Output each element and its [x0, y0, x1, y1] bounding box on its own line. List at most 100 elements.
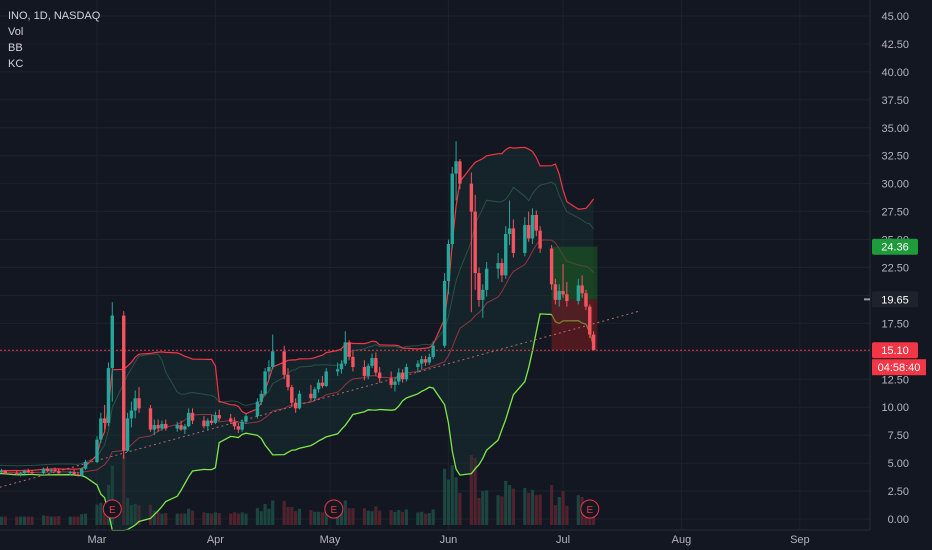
volume-bar [336, 511, 340, 525]
volume-bar [259, 511, 263, 525]
volume-bar [152, 510, 156, 525]
volume-bar [389, 510, 393, 525]
candle [397, 372, 401, 382]
volume-bar [473, 458, 477, 525]
y-tick-label: 40.00 [881, 67, 909, 79]
x-tick-label: Mar [88, 534, 107, 546]
countdown-bg [872, 359, 926, 376]
candle [152, 425, 156, 430]
volume-bar [125, 498, 130, 525]
volume-bar [83, 513, 88, 525]
volume-bar [565, 505, 569, 525]
volume-bar [232, 512, 237, 525]
candle [477, 273, 481, 300]
earnings-marker[interactable]: E [580, 499, 600, 519]
earnings-circle[interactable] [324, 499, 344, 519]
bollinger-fill [0, 147, 594, 531]
candle [320, 382, 325, 386]
earnings-label: E [331, 505, 338, 516]
volume-bar [458, 492, 462, 525]
candle [282, 351, 286, 375]
countdown-text: 04:58:40 [878, 362, 921, 374]
volume-bar [309, 510, 313, 525]
indicator-bb[interactable]: BB [8, 42, 23, 54]
candle [591, 334, 596, 351]
volume-bar [164, 513, 168, 525]
volume-bar [485, 490, 489, 525]
volume-bar [481, 491, 485, 525]
candle [290, 387, 294, 403]
volume-bar [99, 502, 103, 525]
y-tick-label: 12.50 [881, 374, 909, 386]
volume-bar [240, 512, 244, 525]
candle [183, 426, 187, 430]
price-axis[interactable] [870, 0, 932, 550]
volume-bar [427, 513, 431, 525]
candle [393, 381, 397, 385]
volume-bar [263, 504, 267, 525]
volume-bar [229, 513, 233, 525]
volume-bar [255, 508, 260, 525]
entry-price-badge[interactable]: 19.65 [872, 291, 918, 308]
volume-bar [110, 465, 114, 525]
volume-bar [416, 512, 420, 525]
symbol-title[interactable]: INO, 1D, NASDAQ [8, 10, 101, 22]
candle [442, 280, 447, 346]
volume-bar [362, 508, 366, 525]
indicator-kc[interactable]: KC [8, 58, 24, 70]
indicator-vol[interactable]: Vol [8, 26, 24, 38]
earnings-label: E [109, 505, 116, 516]
candle [110, 315, 114, 369]
candle [580, 285, 584, 294]
y-tick-label: 35.00 [881, 123, 909, 135]
candle [458, 161, 462, 184]
candle [370, 358, 374, 366]
candle [504, 233, 508, 276]
volume-bar [477, 498, 481, 525]
candle [500, 263, 504, 276]
volume-bar [507, 485, 512, 525]
candle [343, 342, 347, 364]
candle [72, 472, 76, 475]
candle [309, 393, 313, 399]
volume-bar [500, 496, 504, 525]
candle [122, 315, 126, 451]
volume-bar [103, 505, 107, 525]
volume-bar [187, 508, 191, 525]
earnings-marker[interactable]: E [324, 499, 344, 519]
volume-bar [129, 505, 133, 525]
earnings-circle[interactable] [580, 499, 600, 519]
volume-bar [244, 513, 248, 525]
volume-bar [530, 489, 535, 525]
volume-bar [534, 495, 538, 525]
x-tick-label: May [320, 534, 341, 546]
current-price-badge-text: 15.10 [881, 345, 909, 357]
target-price-badge[interactable]: 24.36 [872, 238, 918, 255]
candle [137, 398, 141, 409]
candle [209, 420, 214, 423]
current-price-badge-bg [872, 342, 918, 359]
volume-bar [423, 513, 428, 525]
candle [511, 228, 516, 253]
earnings-circle[interactable] [102, 499, 122, 519]
candle [588, 306, 592, 335]
volume-bar [282, 501, 286, 525]
entry-marker-icon [864, 298, 870, 301]
y-tick-label: 5.00 [888, 458, 909, 470]
volume-bar [26, 516, 30, 525]
volume-bar [183, 513, 187, 525]
candle [576, 285, 581, 302]
earnings-marker[interactable]: E [102, 499, 122, 519]
volume-bar [290, 507, 294, 525]
candle [286, 374, 290, 388]
candle [80, 468, 84, 476]
current-price-badge[interactable]: 15.10 [872, 342, 918, 359]
volume-bar [267, 508, 271, 525]
candle [41, 468, 46, 474]
candle [133, 398, 137, 411]
volume-bar [420, 511, 424, 525]
candle [95, 439, 99, 462]
candle [400, 372, 405, 380]
